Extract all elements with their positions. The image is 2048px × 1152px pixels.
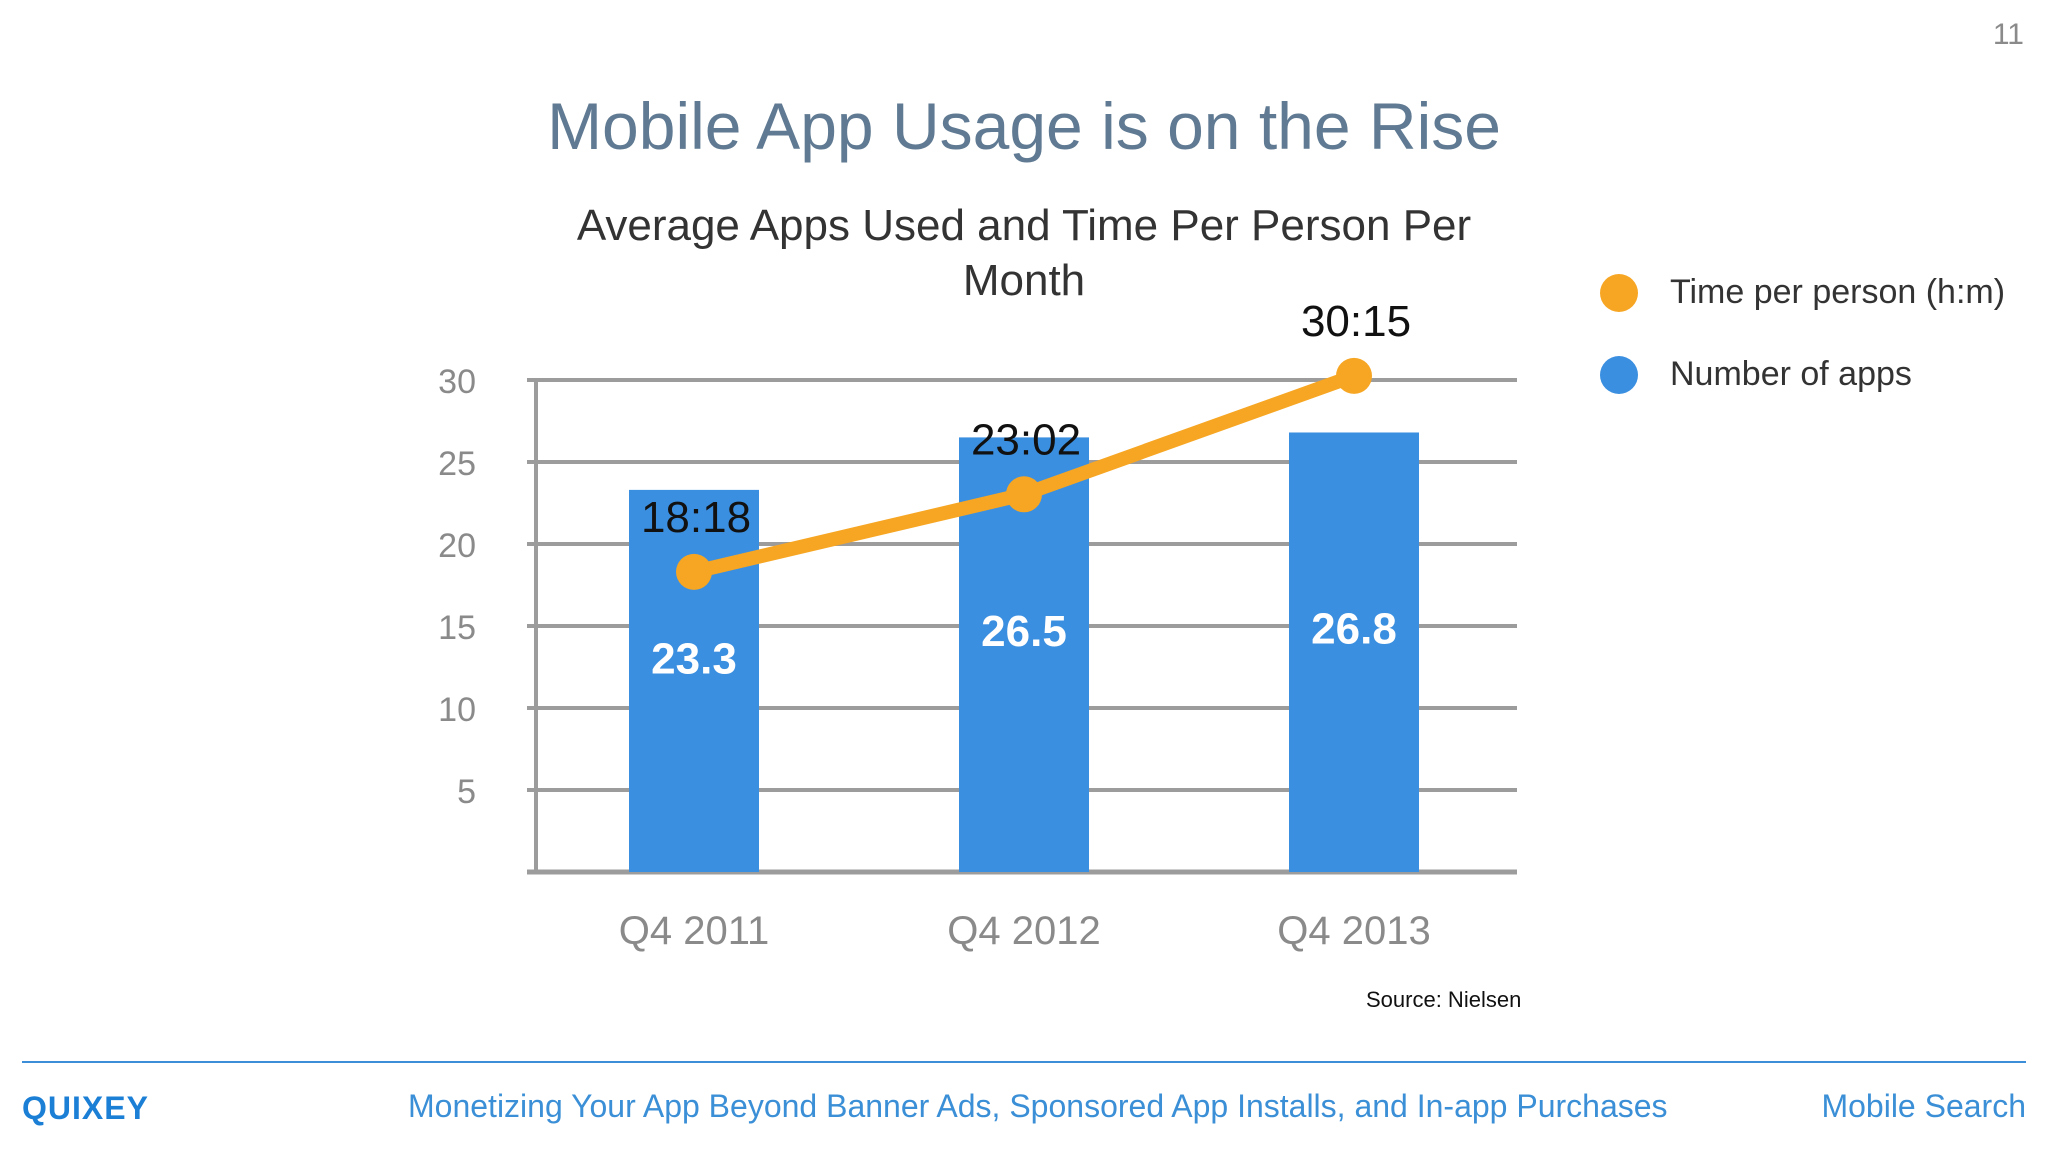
bar	[629, 489, 759, 872]
y-tick-label: 30	[438, 363, 476, 401]
line-data-label: 18:18	[641, 493, 751, 542]
line-point	[1336, 357, 1372, 394]
y-tick-label: 25	[438, 445, 476, 483]
line-point	[676, 553, 712, 590]
bar-data-label: 26.5	[981, 607, 1067, 656]
x-tick-label: Q4 2013	[1277, 909, 1430, 953]
bar	[1289, 432, 1419, 872]
footer-section-label: Mobile Search	[1821, 1088, 2026, 1124]
chart-title-line: Month	[963, 256, 1085, 305]
slide-number: 11	[1992, 18, 2024, 51]
x-tick-label: Q4 2012	[947, 909, 1100, 953]
y-tick-label: 15	[438, 609, 476, 647]
chart-source: Source: Nielsen	[1366, 987, 1522, 1012]
y-tick-label: 5	[457, 773, 476, 811]
y-tick-label: 10	[438, 691, 476, 729]
slide-title: Mobile App Usage is on the Rise	[547, 89, 1501, 163]
chart-title-line: Average Apps Used and Time Per Person Pe…	[577, 201, 1471, 250]
legend-dot-time	[1600, 273, 1638, 312]
legend-label-time: Time per person (h:m)	[1670, 273, 2006, 311]
footer-presentation-title: Monetizing Your App Beyond Banner Ads, S…	[408, 1088, 1668, 1124]
line-data-label: 30:15	[1301, 297, 1411, 346]
legend-dot-apps	[1600, 355, 1638, 394]
y-tick-label: 20	[438, 527, 476, 565]
line-data-label: 23:02	[971, 415, 1081, 464]
legend-label-apps: Number of apps	[1670, 355, 1912, 393]
legend-item-time: Time per person (h:m)	[1600, 273, 2005, 312]
bar-data-label: 23.3	[651, 634, 737, 683]
footer-divider	[22, 1061, 2026, 1063]
line-point	[1006, 476, 1042, 513]
bar-data-label: 26.8	[1311, 604, 1397, 653]
legend-item-apps: Number of apps	[1600, 355, 1912, 394]
x-tick-label: Q4 2011	[619, 909, 770, 953]
quixey-logo: QUIXEY	[22, 1090, 149, 1126]
